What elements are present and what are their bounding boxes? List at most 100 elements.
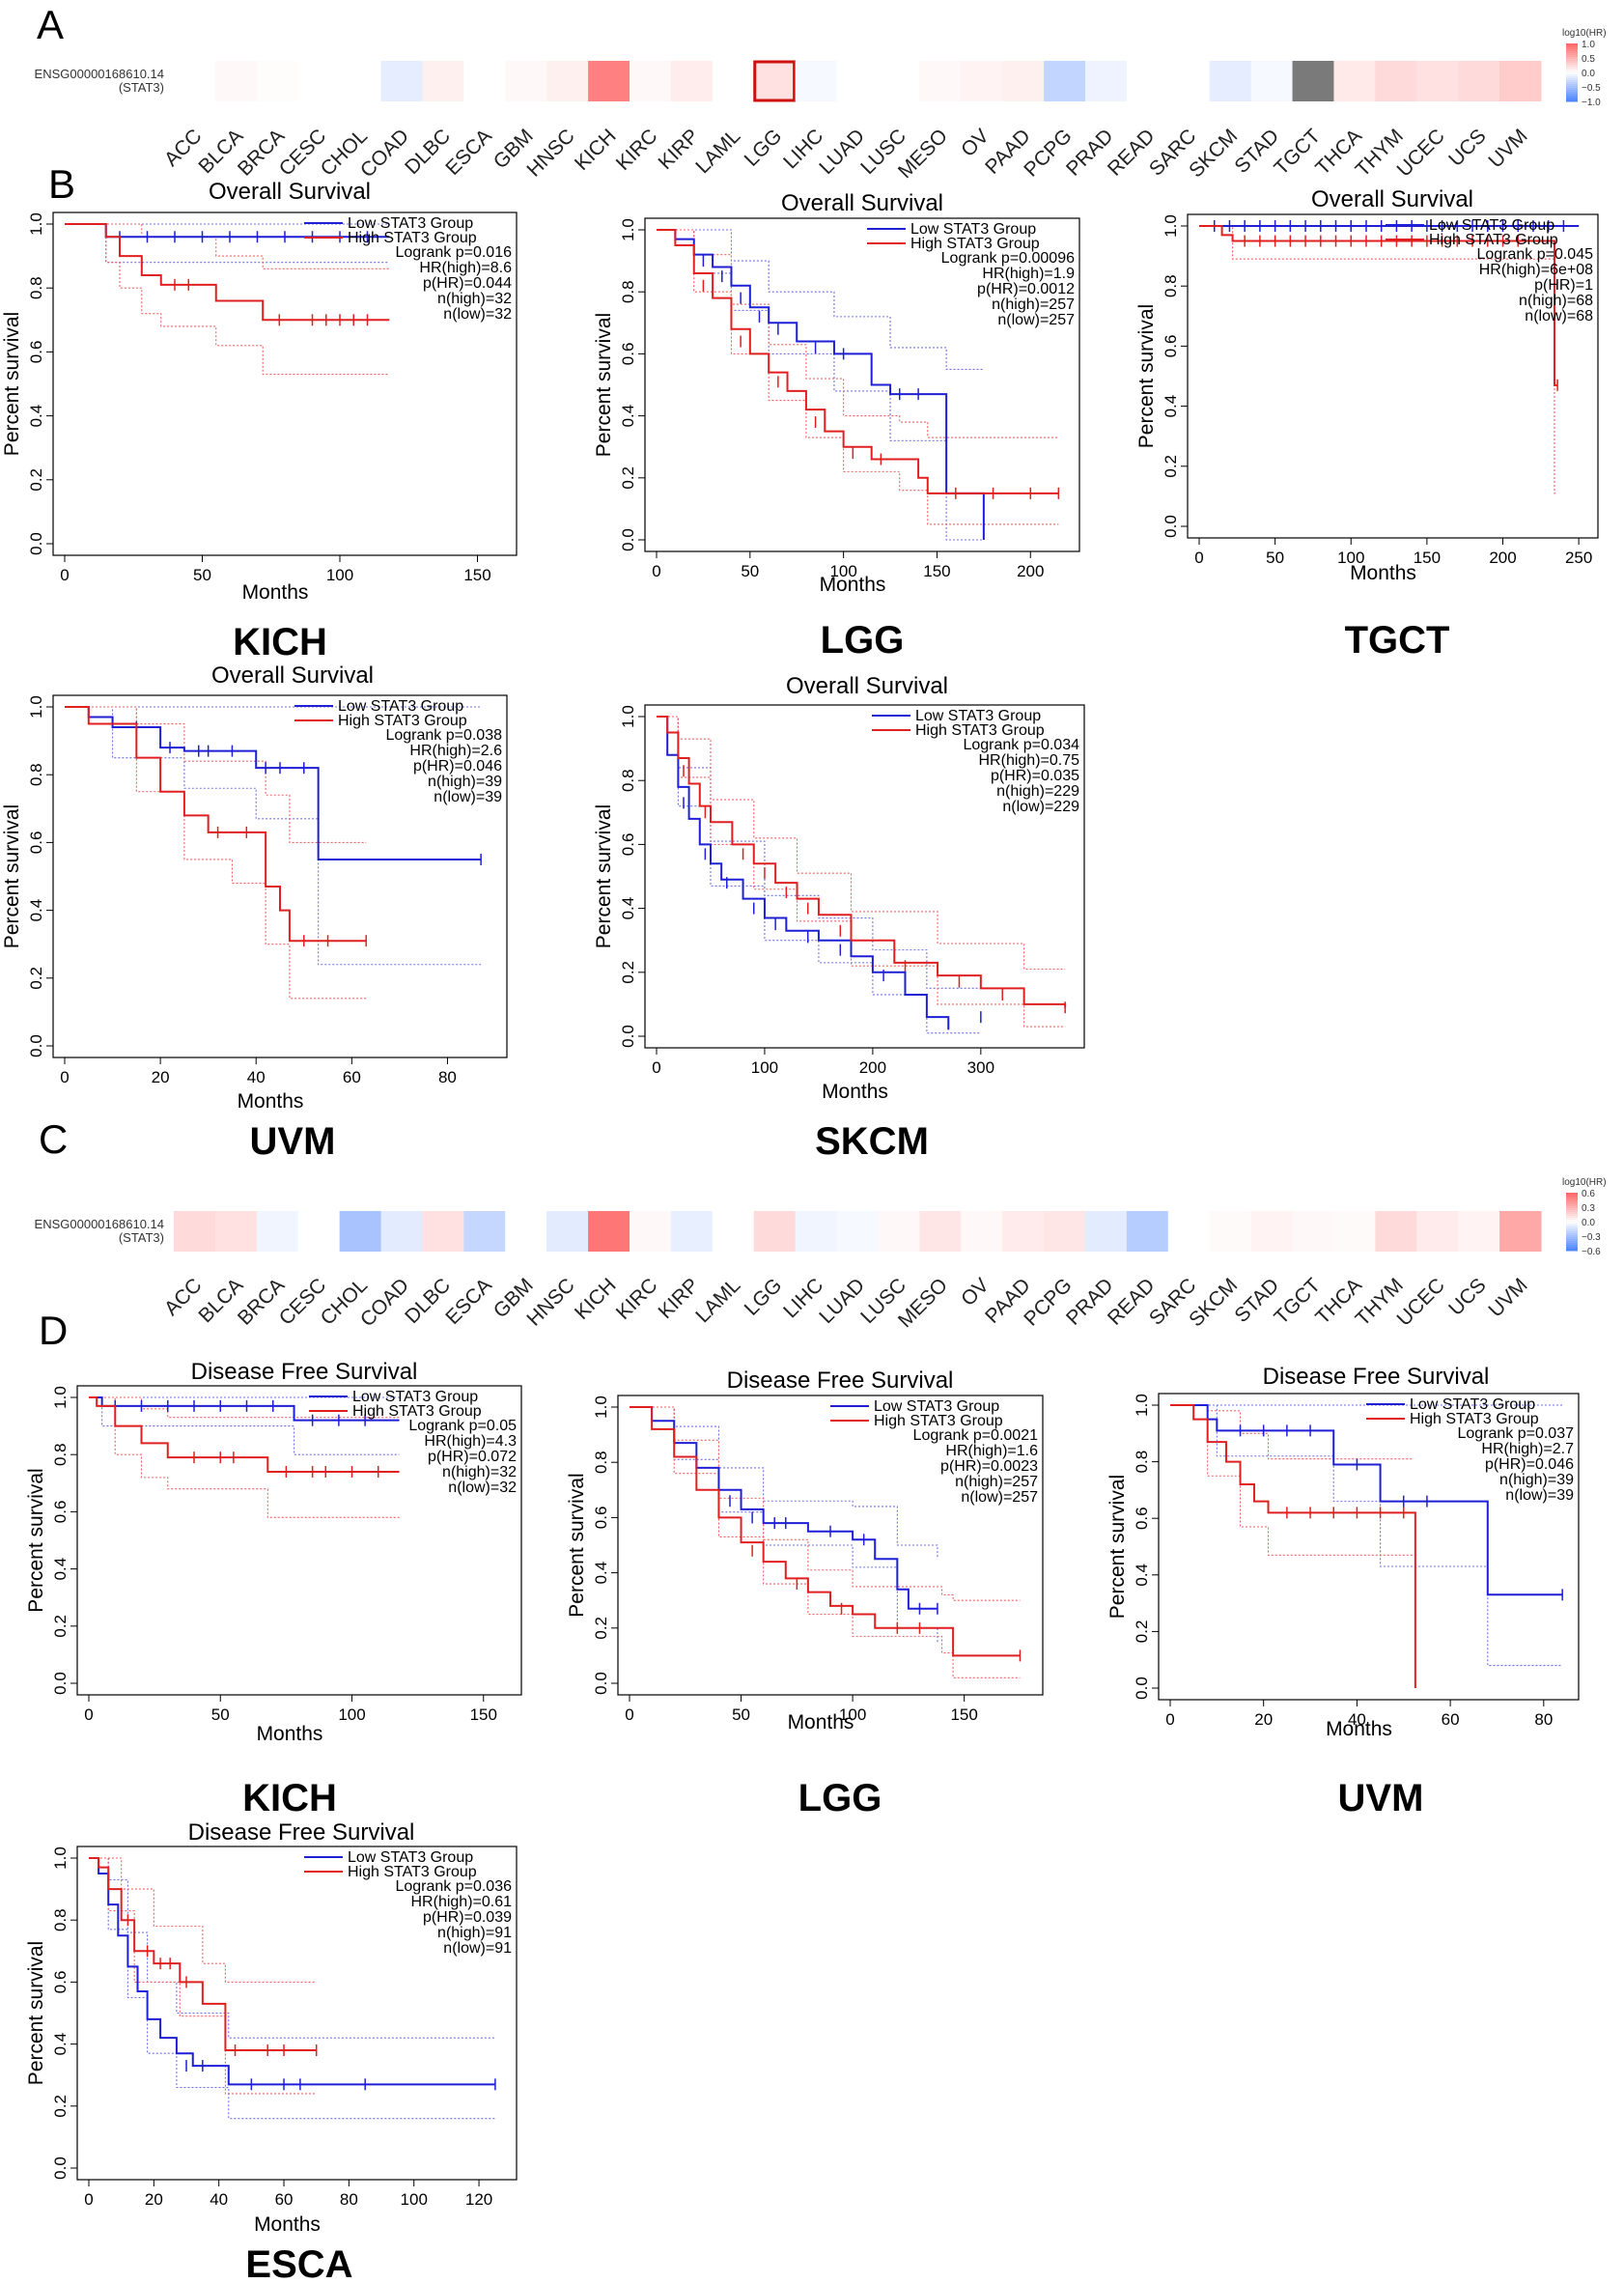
y-tick-label: 0.6 bbox=[619, 343, 637, 366]
survival-curve-high bbox=[1199, 225, 1558, 386]
scale-gradient-step bbox=[1566, 88, 1578, 91]
stat-line: n(high)=39 bbox=[1499, 1472, 1574, 1488]
heatmap-label-laml: LAML bbox=[691, 125, 744, 178]
km-plot-dfs-uvm: Disease Free Survival 0 20 40 60 80 0.0 0.2 0.4 0… bbox=[1106, 1364, 1580, 1819]
x-tick-label: 300 bbox=[967, 1058, 994, 1077]
heatmap-label-esca: ESCA bbox=[441, 125, 496, 180]
y-tick-label: 1.0 bbox=[27, 212, 45, 236]
heatmap-cell-kich bbox=[588, 1211, 630, 1252]
stat-line: n(high)=257 bbox=[992, 296, 1075, 313]
scale-gradient-step bbox=[1566, 1233, 1578, 1236]
x-tick-label: 0 bbox=[60, 566, 69, 584]
y-tick-label: 0.2 bbox=[619, 961, 637, 984]
heatmap-cell-pcpg bbox=[1044, 1211, 1086, 1252]
scale-gradient-step bbox=[1566, 72, 1578, 75]
heatmap-cell-pcpg bbox=[1044, 61, 1086, 101]
x-axis-title: Months bbox=[788, 1711, 854, 1733]
y-tick-label: 0.4 bbox=[619, 405, 637, 428]
heatmap-cell-ov bbox=[961, 1211, 1003, 1252]
stat-line: n(high)=32 bbox=[442, 1464, 517, 1480]
x-tick-label: 80 bbox=[438, 1068, 457, 1086]
y-tick-label: 0.2 bbox=[51, 2095, 70, 2118]
scale-gradient-step bbox=[1566, 92, 1578, 95]
heatmap-cell-read bbox=[1126, 1211, 1169, 1252]
heatmap-label-ucs: UCS bbox=[1444, 125, 1491, 171]
scale-gradient-step bbox=[1566, 1224, 1578, 1226]
stat-line: n(high)=68 bbox=[1519, 293, 1593, 309]
y-tick-label: 0.0 bbox=[619, 1025, 637, 1048]
stat-line: n(low)=229 bbox=[1002, 799, 1079, 815]
heatmap-cell-hnsc bbox=[546, 1211, 589, 1252]
x-tick-label: 200 bbox=[1017, 562, 1044, 580]
x-tick-label: 0 bbox=[60, 1068, 69, 1086]
y-axis-title: Percent survival bbox=[1, 312, 23, 456]
legend-label-high: High STAT3 Group bbox=[1429, 232, 1558, 248]
scale-gradient-step bbox=[1566, 61, 1578, 64]
scale-gradient-step bbox=[1566, 1229, 1578, 1232]
stat-line: p(HR)=0.035 bbox=[991, 768, 1079, 784]
ci-lower-high bbox=[657, 716, 1066, 1028]
y-axis-title: Percent survival bbox=[25, 1941, 47, 2085]
panel-label-d: D bbox=[39, 1308, 68, 1353]
survival-curve-low bbox=[657, 716, 950, 1030]
cancer-type-label: ESCA bbox=[245, 2243, 352, 2283]
heatmap-gene-id: ENSG00000168610.14 bbox=[35, 1217, 164, 1231]
heatmap-cell-lgg bbox=[753, 1211, 797, 1252]
heatmap-label-uvm: UVM bbox=[1484, 125, 1531, 172]
scale-gradient-step bbox=[1566, 1212, 1578, 1215]
x-axis-title: Months bbox=[254, 2213, 321, 2236]
ci-lower-high bbox=[1199, 225, 1558, 494]
stat-line: n(high)=257 bbox=[955, 1474, 1038, 1490]
heatmap-cell-blca bbox=[214, 61, 258, 101]
heatmap-label-cesc: CESC bbox=[275, 1274, 331, 1330]
km-plot-os-uvm: Overall Survival 0 20 40 60 80 0.0 0.2 0.4 0.6 0.8… bbox=[1, 662, 508, 1163]
scale-gradient-step bbox=[1566, 1218, 1578, 1221]
cancer-type-label: KICH bbox=[233, 621, 327, 663]
ci-lower-low bbox=[657, 716, 981, 1034]
scale-gradient-step bbox=[1566, 78, 1578, 81]
scale-gradient-step bbox=[1566, 80, 1578, 83]
survival-curve-low bbox=[1170, 1404, 1563, 1596]
y-tick-label: 0.0 bbox=[27, 1034, 45, 1057]
heatmap-label-kirc: KIRC bbox=[612, 1274, 662, 1324]
scale-gradient-step bbox=[1566, 1222, 1578, 1225]
x-tick-label: 0 bbox=[84, 2190, 93, 2209]
scale-gradient-step bbox=[1566, 1227, 1578, 1230]
scale-gradient-step bbox=[1566, 51, 1578, 54]
x-tick-label: 80 bbox=[1534, 1710, 1553, 1729]
ci-upper-low bbox=[89, 1857, 495, 2039]
scale-gradient-step bbox=[1566, 1206, 1578, 1209]
heatmap-cell-stad bbox=[1250, 1211, 1294, 1252]
stat-line: p(HR)=0.039 bbox=[423, 1909, 512, 1926]
plot-title: Disease Free Survival bbox=[188, 1819, 415, 1846]
heatmap-label-kirc: KIRC bbox=[612, 125, 662, 175]
y-tick-label: 0.6 bbox=[27, 341, 45, 364]
heatmap-cell-sarc bbox=[1167, 1211, 1211, 1252]
x-tick-label: 50 bbox=[193, 566, 211, 584]
scale-gradient-step bbox=[1566, 65, 1578, 68]
scale-gradient-step bbox=[1566, 1202, 1578, 1205]
stat-line: p(HR)=0.072 bbox=[428, 1449, 517, 1465]
heatmap-cell-ucs bbox=[1458, 61, 1500, 101]
stat-line: p(HR)=0.0023 bbox=[940, 1458, 1038, 1475]
scale-gradient-step bbox=[1566, 1216, 1578, 1219]
y-tick-label: 0.8 bbox=[619, 769, 637, 792]
stat-line: n(high)=32 bbox=[437, 291, 512, 307]
x-tick-label: 0 bbox=[84, 1705, 93, 1724]
y-tick-label: 0.4 bbox=[1162, 395, 1180, 418]
scale-gradient-step bbox=[1566, 82, 1578, 85]
ci-lower-high bbox=[89, 1857, 317, 2095]
y-axis-title: Percent survival bbox=[1, 804, 23, 948]
y-tick-label: 0.0 bbox=[51, 2156, 70, 2180]
stat-line: p(HR)=0.044 bbox=[423, 275, 512, 292]
scale-tick-label: 0.0 bbox=[1582, 69, 1595, 79]
plot-title: Overall Survival bbox=[1311, 186, 1473, 212]
legend-label-high: High STAT3 Group bbox=[915, 722, 1045, 739]
stat-line: n(low)=257 bbox=[997, 312, 1075, 328]
stat-line: p(HR)=0.046 bbox=[1485, 1456, 1574, 1473]
y-tick-label: 0.8 bbox=[619, 280, 637, 303]
y-axis-title: Percent survival bbox=[1106, 1475, 1129, 1619]
heatmap-cell-lihc bbox=[795, 1211, 838, 1252]
legend-label-low: Low STAT3 Group bbox=[874, 1398, 999, 1415]
